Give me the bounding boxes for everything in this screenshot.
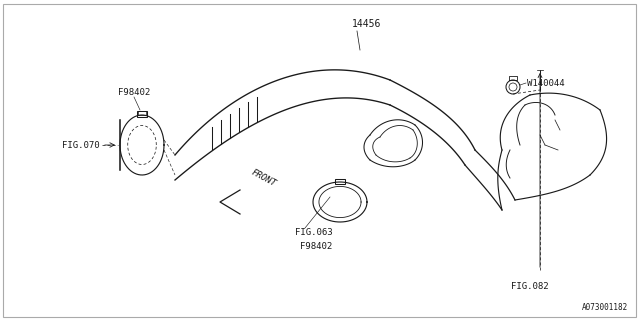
Text: FIG.082: FIG.082 [511, 282, 549, 291]
Text: FIG.070: FIG.070 [62, 140, 100, 149]
Text: FIG.063: FIG.063 [295, 228, 333, 237]
Text: A073001182: A073001182 [582, 303, 628, 312]
Text: 14456: 14456 [352, 19, 381, 29]
Text: FRONT: FRONT [250, 167, 278, 188]
Text: W140044: W140044 [527, 78, 564, 87]
Text: F98402: F98402 [300, 242, 332, 251]
Text: F98402: F98402 [118, 88, 150, 97]
